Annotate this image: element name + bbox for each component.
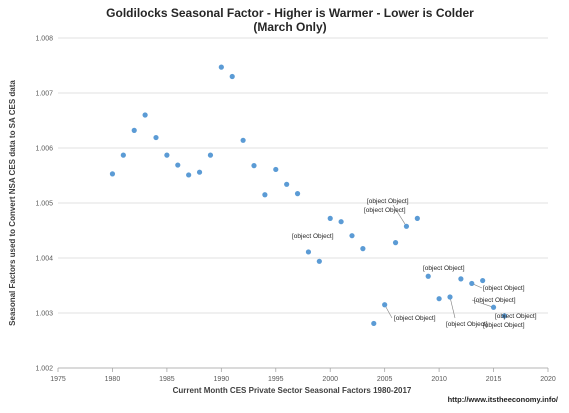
y-tick-label: 1.007 (35, 91, 53, 98)
annotation-label: [object Object] (423, 265, 465, 272)
data-point (164, 152, 170, 158)
annotation-leader (471, 299, 494, 308)
y-tick-label: 1.002 (35, 366, 53, 373)
data-point (196, 169, 203, 175)
data-point (382, 302, 388, 308)
x-tick-label: 2005 (377, 376, 393, 383)
x-tick-label: 1980 (105, 376, 121, 383)
gridlines (58, 37, 548, 369)
data-point (120, 152, 126, 158)
x-tick-label: 1990 (214, 376, 230, 383)
data-point (109, 171, 116, 177)
data-point (207, 152, 214, 158)
data-point (186, 172, 192, 178)
x-tick-label: 1985 (159, 376, 175, 383)
y-tick-label: 1.008 (35, 36, 53, 43)
data-point (251, 163, 257, 169)
data-point (338, 219, 344, 225)
annotation-leaders (384, 204, 494, 319)
x-tick-label: 2015 (486, 376, 502, 383)
annotation-label: [object Object] (474, 297, 516, 304)
data-point (425, 273, 431, 279)
data-point (447, 294, 453, 300)
data-point (414, 215, 420, 221)
x-tick-label: 2010 (431, 376, 447, 383)
annotation-label: [object Object] (292, 233, 334, 240)
data-point (392, 240, 399, 246)
data-point (240, 137, 246, 143)
data-point (327, 215, 333, 221)
annotation-label: [object Object] (367, 198, 409, 205)
data-point (153, 134, 159, 141)
y-tick-labels: 1.002 1.003 1.004 1.005 1.006 1.007 1.008 (35, 36, 53, 373)
data-point (403, 223, 410, 229)
data-point (501, 313, 508, 319)
data-point (305, 249, 312, 255)
data-point (490, 304, 497, 310)
annotation-leader (392, 204, 407, 227)
data-point (142, 112, 148, 118)
data-points (109, 64, 508, 327)
data-point (360, 246, 366, 252)
data-point (469, 280, 475, 287)
data-point (273, 166, 279, 173)
data-point (294, 191, 301, 197)
data-point (458, 276, 464, 282)
annotation-leader (449, 296, 456, 319)
data-point (480, 277, 486, 284)
y-axis-title: Seasonal Factors used to Convert NSA CES… (8, 80, 17, 326)
chart-subtitle: (March Only) (253, 20, 326, 34)
data-point (436, 296, 442, 302)
y-tick-label: 1.003 (35, 311, 53, 318)
x-tick-label: 2020 (540, 376, 556, 383)
annotation-label: [object Object] (446, 321, 488, 328)
x-tick-label: 2000 (322, 376, 338, 383)
annotation-label: [object Object] (483, 285, 525, 292)
data-point (175, 162, 181, 168)
y-tick-label: 1.004 (35, 256, 53, 263)
x-tick-label: 1995 (268, 376, 284, 383)
data-point (349, 233, 355, 239)
annotation-label: [object Object] (394, 315, 436, 322)
x-axis-title: Current Month CES Private Sector Seasona… (173, 386, 412, 395)
data-point (284, 181, 290, 187)
data-point (316, 258, 322, 264)
data-point (218, 64, 224, 70)
data-point (131, 127, 137, 133)
source-url: http://www.itstheeconomy.info/ (448, 395, 559, 404)
y-tick-label: 1.006 (35, 146, 53, 153)
data-point (229, 73, 235, 80)
data-point (262, 192, 268, 198)
chart-title: Goldilocks Seasonal Factor - Higher is W… (106, 6, 474, 20)
annotation-label: [object Object] (495, 313, 537, 320)
data-point (371, 320, 377, 327)
y-tick-label: 1.005 (35, 201, 53, 208)
annotation-label: [object Object] (483, 322, 525, 329)
axes (57, 367, 549, 372)
annotations: [object Object][object Object][object Ob… (292, 198, 537, 329)
annotation-label: [object Object] (364, 207, 406, 214)
x-tick-label: 1975 (50, 376, 66, 383)
x-tick-labels: 1975 1980 1985 1990 1995 2000 2005 2010 2015 2020 (50, 376, 556, 383)
